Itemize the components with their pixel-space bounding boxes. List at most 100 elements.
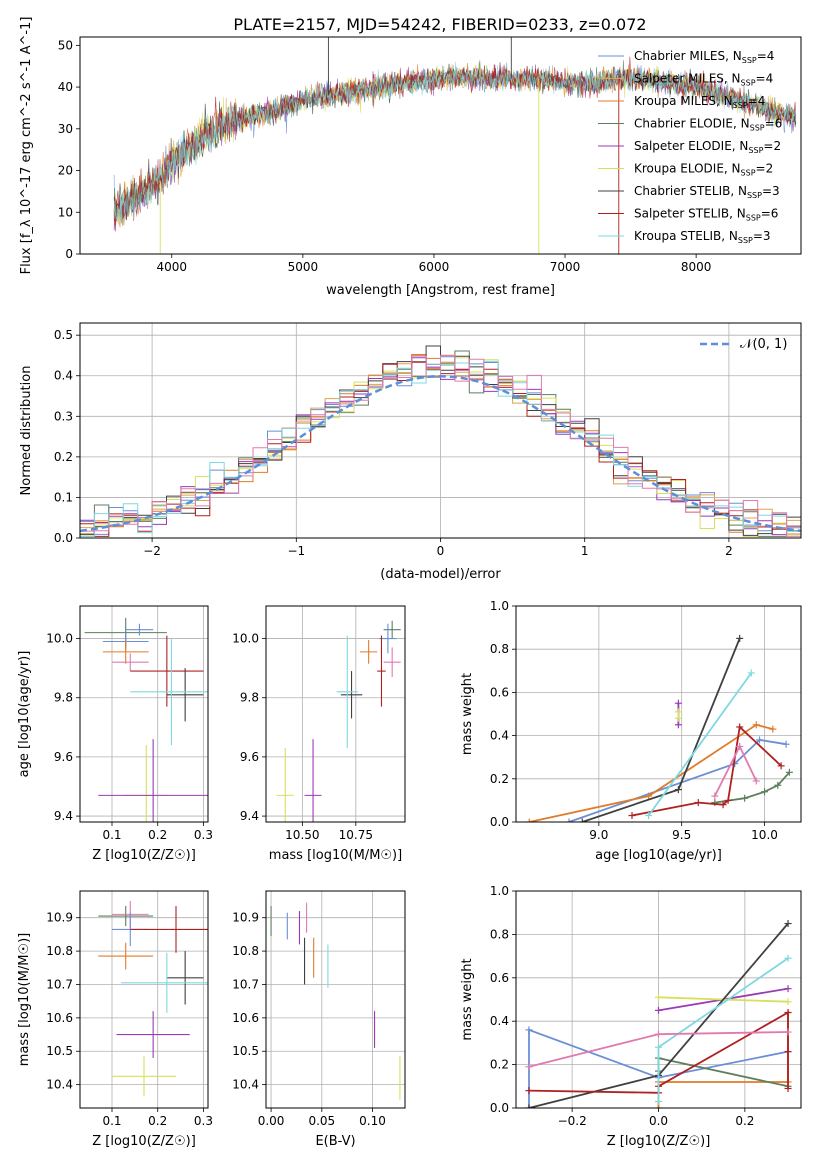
legend-count: =4 bbox=[748, 94, 766, 108]
axes-frame bbox=[79, 322, 802, 539]
error-bar-point bbox=[98, 739, 208, 822]
y-tick-label: 9.8 bbox=[240, 691, 259, 705]
legend-label: Salpeter ELODIE, NSSP=2 bbox=[634, 139, 781, 155]
y-tick-label: 0.0 bbox=[490, 815, 509, 829]
axes-frame bbox=[79, 605, 209, 823]
axes-frame bbox=[265, 605, 406, 823]
y-tick-label: 0.2 bbox=[490, 1058, 509, 1072]
chart-mass_vs_Z: 0.1 0.2 0.3 10.4 10.5 10.6 10.7 10.8 10.9 Z [log1… bbox=[17, 890, 213, 1149]
legend-count: =6 bbox=[761, 207, 779, 221]
y-tick-label: 10.5 bbox=[232, 1044, 259, 1058]
y-tick-label: 10.9 bbox=[232, 911, 259, 925]
x-tick-label: 10.75 bbox=[339, 828, 373, 842]
error-bar-point bbox=[130, 906, 208, 953]
legend-label: Salpeter STELIB, NSSP=6 bbox=[634, 207, 778, 223]
error-bar-point bbox=[125, 623, 154, 636]
y-tick-label: 10.7 bbox=[232, 977, 259, 991]
y-tick-label: 0.4 bbox=[490, 729, 509, 743]
x-tick-label: 0.2 bbox=[148, 828, 167, 842]
x-tick-label: 1 bbox=[581, 544, 589, 558]
legend-label: Kroupa STELIB, NSSP=3 bbox=[634, 229, 771, 245]
y-tick-label: 10.8 bbox=[232, 944, 259, 958]
axes-frame bbox=[265, 890, 406, 1109]
y-tick-label: 0.3 bbox=[54, 409, 73, 423]
y-tick-label: 50 bbox=[58, 38, 73, 52]
axes-frame bbox=[79, 36, 802, 255]
error-bar-point bbox=[383, 620, 401, 639]
y-tick-label: 30 bbox=[58, 122, 73, 136]
y-tick-label: 0.4 bbox=[490, 1014, 509, 1028]
legend-label: Chabrier MILES, NSSP=4 bbox=[634, 49, 774, 65]
x-tick-label: −2 bbox=[143, 544, 161, 558]
legend-label: Chabrier STELIB, NSSP=3 bbox=[634, 184, 780, 200]
y-tick-label: 0.4 bbox=[54, 369, 73, 383]
x-axis-label: mass [log10(M/M☉)] bbox=[269, 848, 402, 863]
x-tick-label: 4000 bbox=[156, 260, 187, 274]
legend-subscript: SSP bbox=[733, 101, 748, 110]
legend-label: Chabrier ELODIE, NSSP=6 bbox=[634, 117, 782, 133]
x-tick-label: 0.0 bbox=[649, 1114, 668, 1128]
error-bar-point bbox=[304, 739, 322, 822]
weight-series-line bbox=[647, 672, 753, 817]
y-tick-label: 0.1 bbox=[54, 490, 73, 504]
weight-series-line bbox=[657, 1012, 789, 1108]
plot-area bbox=[98, 901, 208, 1097]
y-tick-label: 0.6 bbox=[490, 685, 509, 699]
y-tick-label: 10.4 bbox=[232, 1078, 259, 1092]
legend-count: =2 bbox=[763, 139, 781, 153]
y-tick-label: 9.8 bbox=[54, 691, 73, 705]
chart-weight_vs_Z: −0.2 0.0 0.2 0.0 0.2 0.4 0.6 0.8 1.0 Z [log10(Z/Z… bbox=[460, 884, 802, 1149]
y-tick-label: 20 bbox=[58, 164, 73, 178]
x-tick-label: 0.1 bbox=[102, 828, 121, 842]
error-bar-point bbox=[112, 1056, 176, 1097]
x-tick-label: 0.1 bbox=[102, 1114, 121, 1128]
y-axis-label: mass weight bbox=[460, 673, 475, 755]
plot-area bbox=[270, 902, 401, 1100]
plot-area bbox=[113, 37, 797, 254]
x-tick-label: 10.50 bbox=[285, 828, 319, 842]
y-tick-label: 0.6 bbox=[490, 971, 509, 985]
x-tick-label: 0.3 bbox=[194, 1114, 213, 1128]
axes-frame bbox=[515, 890, 802, 1109]
legend-count: =3 bbox=[762, 184, 780, 198]
error-bar-point bbox=[98, 942, 154, 970]
panels-container: 4000 5000 6000 7000 800001020304050wavelengt… bbox=[17, 17, 802, 1149]
weight-series-line bbox=[713, 744, 758, 797]
legend-subscript: SSP bbox=[746, 214, 761, 223]
y-axis-label: age [log10(age/yr)] bbox=[17, 651, 32, 778]
plot-area bbox=[80, 345, 801, 537]
x-tick-label: 9.5 bbox=[672, 828, 691, 842]
y-tick-label: 40 bbox=[58, 80, 73, 94]
weight-series-line bbox=[568, 738, 787, 822]
y-tick-label: 9.6 bbox=[54, 750, 73, 764]
chart-mass_vs_ebv: 0.00 0.05 0.10 10.4 10.5 10.6 10.7 10.8 10.9 E(B-… bbox=[232, 890, 406, 1149]
y-tick-label: 10.8 bbox=[46, 944, 73, 958]
legend-label: Kroupa ELODIE, NSSP=2 bbox=[634, 162, 773, 178]
chart-residuals: −2 −1 0 1 2 0.0 0.1 0.2 0.3 0.4 0.5 (data-model)/er… bbox=[19, 322, 802, 582]
legend-label: 𝒩(0, 1) bbox=[740, 337, 787, 352]
x-tick-label: 0.3 bbox=[194, 828, 213, 842]
x-axis-label: Z [log10(Z/Z☉)] bbox=[607, 1134, 711, 1149]
legend-count: =6 bbox=[765, 117, 783, 131]
legend-subscript: SSP bbox=[748, 146, 763, 155]
x-axis-label: E(B-V) bbox=[315, 1134, 355, 1149]
plot-area bbox=[525, 634, 793, 822]
legend-subscript: SSP bbox=[738, 236, 753, 245]
x-axis-label: age [log10(age/yr)] bbox=[595, 848, 722, 863]
y-axis-label: Normed distribution bbox=[19, 366, 34, 496]
y-tick-label: 1.0 bbox=[490, 599, 509, 613]
legend-count: =2 bbox=[756, 162, 774, 176]
legend-count: =3 bbox=[753, 229, 771, 243]
y-tick-label: 0.0 bbox=[54, 531, 73, 545]
x-tick-label: 0.2 bbox=[148, 1114, 167, 1128]
plot-area bbox=[525, 920, 792, 1108]
y-tick-label: 0.8 bbox=[490, 642, 509, 656]
weight-series-line bbox=[528, 1010, 789, 1094]
y-tick-label: 10 bbox=[58, 205, 73, 219]
chart-age_vs_mass: 10.50 10.75 9.4 9.6 9.8 10.0 mass [log10(M/M☉)… bbox=[232, 605, 406, 863]
x-tick-label: 7000 bbox=[550, 260, 581, 274]
chart-spectrum: 4000 5000 6000 7000 8000 0 10 20 30 40 50 wavelengt… bbox=[19, 17, 802, 298]
error-bar-point bbox=[116, 1011, 190, 1058]
y-tick-label: 10.0 bbox=[232, 632, 259, 646]
